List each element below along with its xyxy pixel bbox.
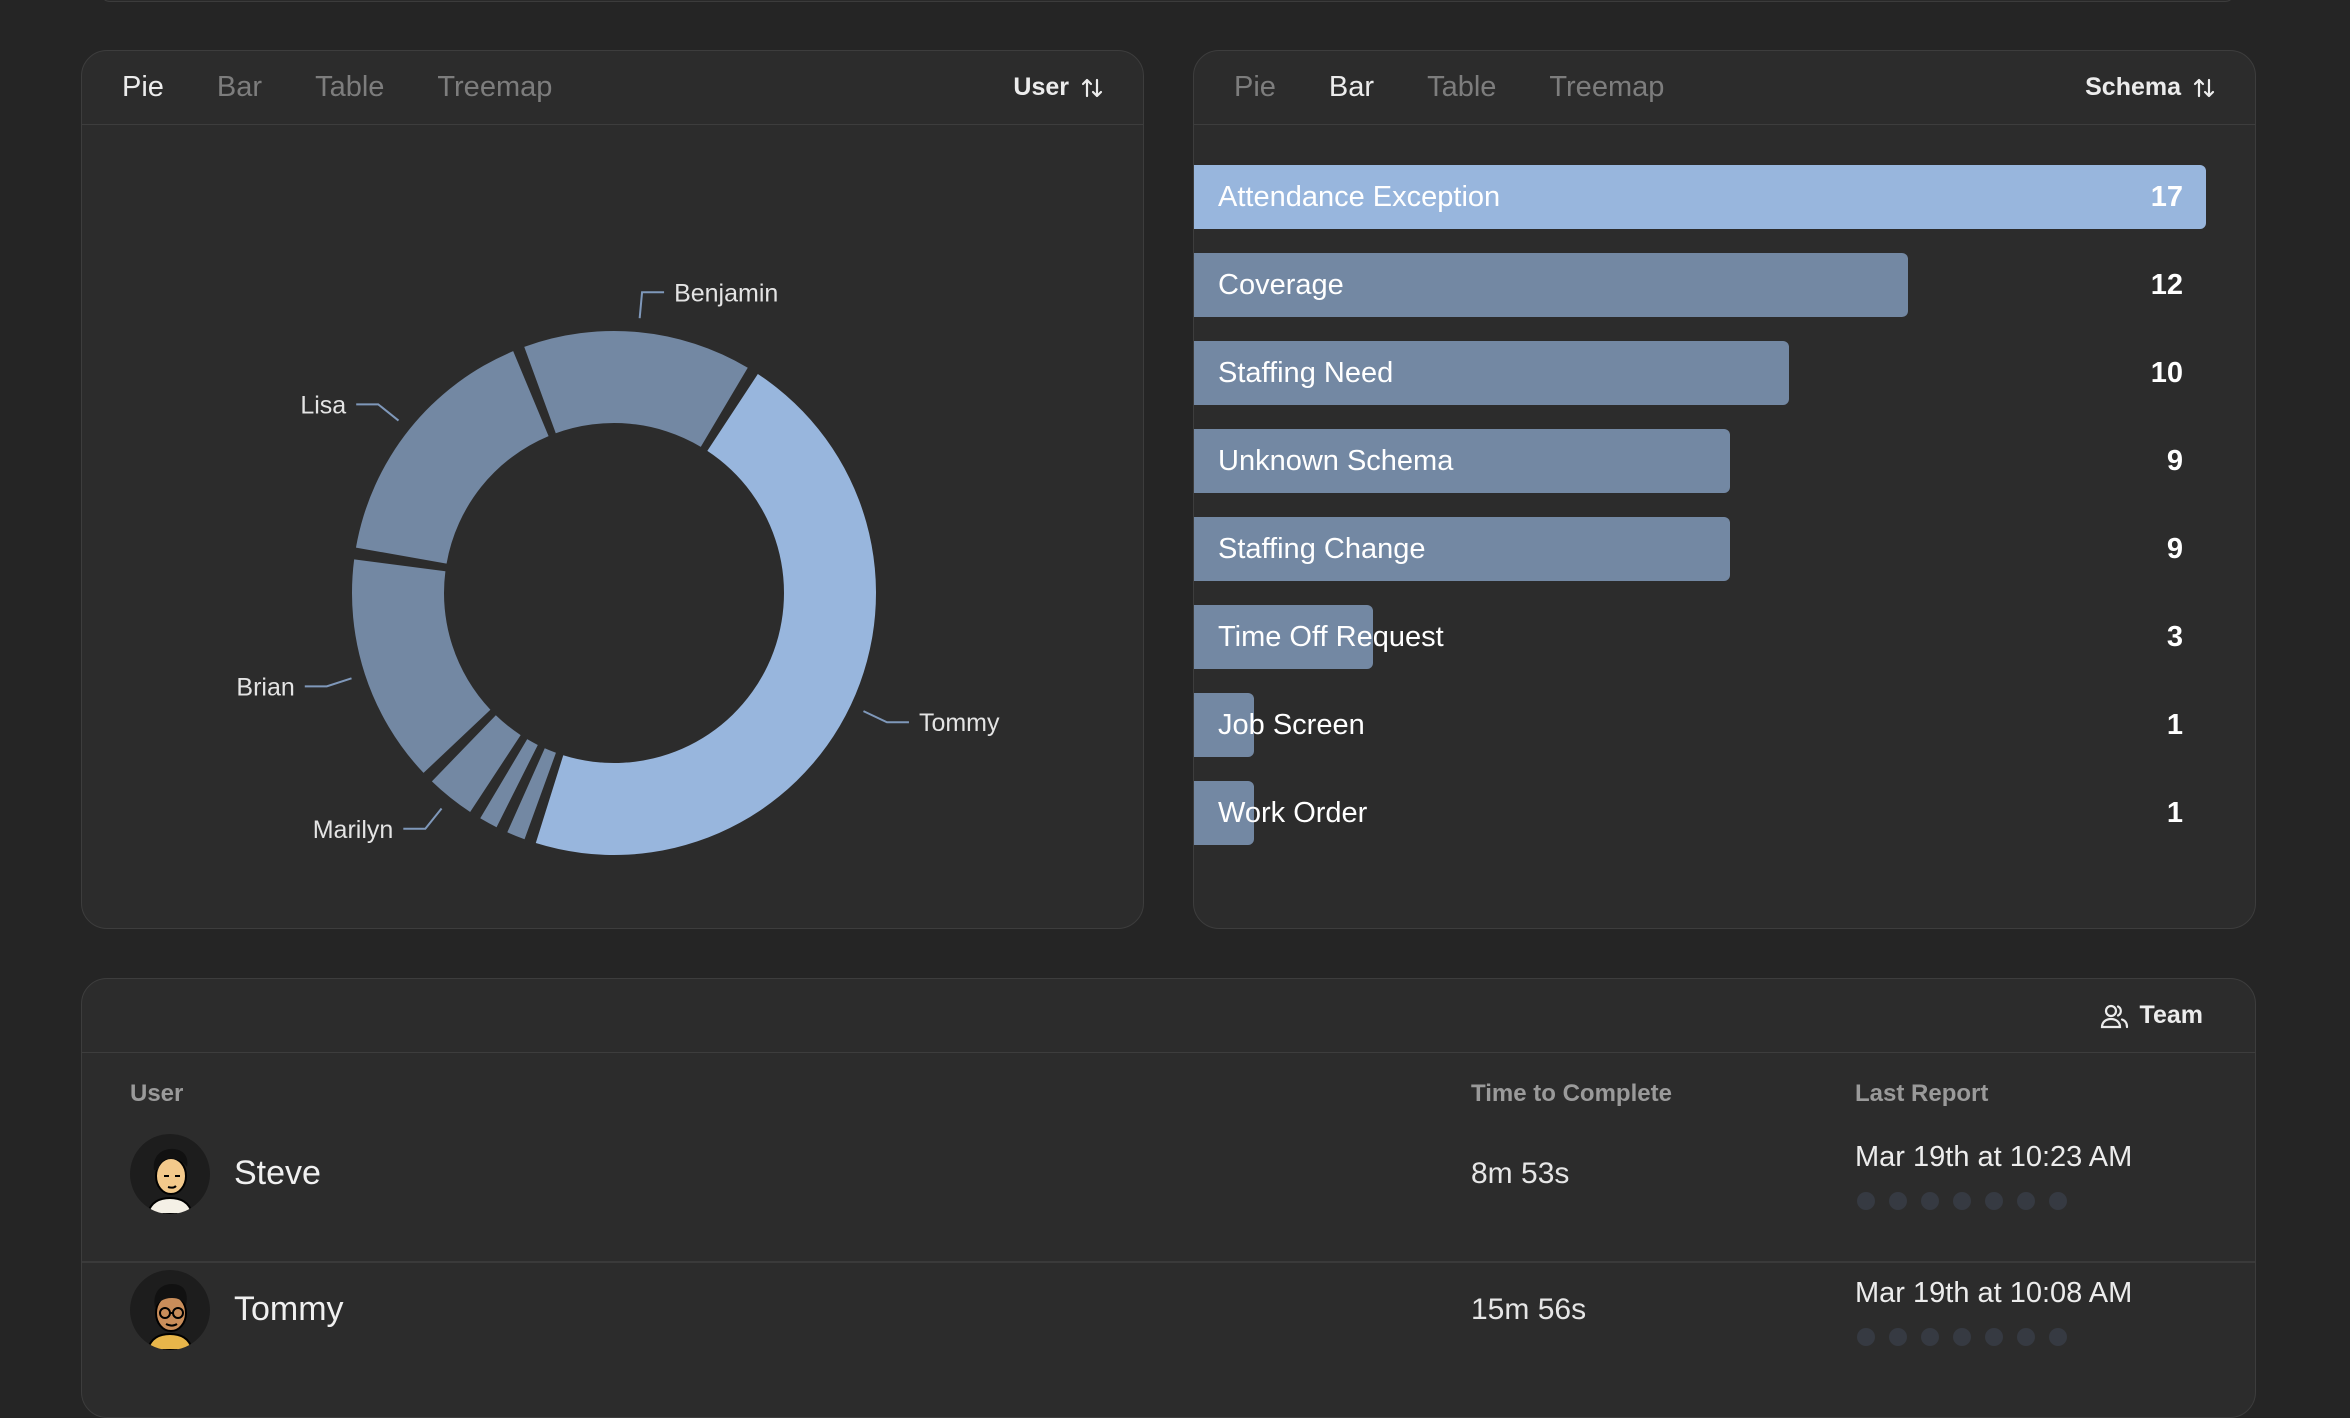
time-to-complete: 8m 53s (1471, 1157, 1570, 1190)
bar-label: Staffing Need (1218, 357, 1394, 389)
bar-row[interactable]: Time Off Request 3 (1194, 605, 2255, 669)
leader-line-tommy (863, 710, 909, 724)
donut-chart: Tommy Marilyn Brian Lisa Benjamin (236, 279, 1000, 855)
bar-fill (1194, 781, 1254, 845)
leader-line-brian (304, 677, 352, 688)
bar-value: 9 (2166, 445, 2183, 477)
team-panel-header: Team (82, 979, 2255, 1053)
sort-label: User (1013, 73, 1069, 101)
pie-slice-lisa[interactable] (355, 351, 549, 564)
previous-panel-edge (100, 0, 2235, 2)
bar-row[interactable]: Attendance Exception 17 (1194, 165, 2255, 229)
last-report: Mar 19th at 10:08 AM (1855, 1277, 2133, 1309)
team-label: Team (2139, 1001, 2203, 1029)
bar-chart-panel: Pie Bar Table Treemap Schema Attendance … (1193, 50, 2256, 929)
sort-arrows-icon (2193, 78, 2215, 97)
bar-label: Coverage (1218, 269, 1344, 301)
user-name: Steve (234, 1154, 321, 1192)
pie-slice-brian[interactable] (351, 559, 491, 773)
bar-row[interactable]: Coverage 12 (1194, 253, 2255, 317)
bar-value: 10 (2150, 357, 2183, 389)
bar-fill (1194, 517, 1730, 581)
sort-arrows-icon (1081, 78, 1103, 97)
avatar (130, 1270, 210, 1350)
bar-value: 1 (2166, 709, 2183, 741)
leader-line-marilyn (403, 807, 443, 830)
bar-fill (1194, 693, 1254, 757)
table-row[interactable]: Tommy 15m 56s Mar 19th at 10:08 AM (82, 1262, 2255, 1392)
bar-fill (1194, 165, 2206, 229)
bar-value: 9 (2166, 533, 2183, 565)
column-header-time-to-complete[interactable]: Time to Complete (1471, 1080, 1672, 1107)
tab-table[interactable]: Table (315, 71, 385, 103)
leader-line-lisa (356, 403, 400, 422)
report-activity-dots (1857, 1192, 2081, 1210)
column-header-user[interactable]: User (130, 1080, 184, 1107)
sort-label: Schema (2085, 73, 2181, 101)
avatar (130, 1134, 210, 1214)
column-header-last-report[interactable]: Last Report (1855, 1080, 1989, 1107)
row-divider (82, 1261, 2255, 1263)
tab-bar[interactable]: Bar (1328, 71, 1375, 103)
tab-pie[interactable]: Pie (122, 71, 164, 103)
bar-label: Work Order (1218, 797, 1368, 829)
bar-value: 1 (2166, 797, 2183, 829)
last-report: Mar 19th at 10:23 AM (1855, 1141, 2133, 1173)
bar-label: Attendance Exception (1218, 181, 1501, 213)
bar-label: Time Off Request (1218, 621, 1444, 653)
time-to-complete: 15m 56s (1471, 1293, 1587, 1326)
bar-row[interactable]: Unknown Schema 9 (1194, 429, 2255, 493)
pie-slice-marilyn[interactable] (431, 715, 521, 812)
bar-row[interactable]: Work Order 1 (1194, 781, 2255, 845)
pie-label-lisa: Lisa (300, 391, 346, 419)
tab-bar[interactable]: Bar (216, 71, 263, 103)
bar-fill (1194, 605, 1373, 669)
tab-pie[interactable]: Pie (1234, 71, 1276, 103)
bar-fill (1194, 341, 1790, 405)
leader-line-benjamin (638, 291, 665, 319)
pie-slice-tommy[interactable] (535, 374, 877, 855)
bar-fill (1194, 429, 1730, 493)
users-icon (2100, 1004, 2128, 1028)
pie-label-brian: Brian (236, 673, 294, 701)
bar-label: Staffing Change (1218, 533, 1426, 565)
bar-panel-header: Pie Bar Table Treemap Schema (1194, 51, 2255, 125)
pie-label-tommy: Tommy (919, 709, 1000, 737)
tab-table[interactable]: Table (1427, 71, 1497, 103)
user-name: Tommy (234, 1290, 344, 1328)
pie-chart-panel: Pie Bar Table Treemap User Tommy Marilyn B… (81, 50, 1144, 929)
report-activity-dots (1857, 1328, 2081, 1346)
team-table-panel: Team User Time to Complete Last Report S… (81, 978, 2256, 1418)
bar-row[interactable]: Job Screen 1 (1194, 693, 2255, 757)
sort-by-schema-button[interactable]: Schema (2085, 73, 2215, 102)
sort-by-user-button[interactable]: User (1013, 73, 1103, 102)
bar-value: 17 (2150, 181, 2183, 213)
tab-treemap[interactable]: Treemap (1549, 71, 1665, 103)
bar-value: 12 (2150, 269, 2183, 301)
pie-label-benjamin: Benjamin (674, 279, 778, 307)
pie-slice-unlabeled-1[interactable] (507, 748, 556, 840)
bar-row[interactable]: Staffing Change 9 (1194, 517, 2255, 581)
pie-panel-header: Pie Bar Table Treemap User (82, 51, 1143, 125)
table-row[interactable]: Steve 8m 53s Mar 19th at 10:23 AM (82, 1109, 2255, 1239)
bar-value: 3 (2166, 621, 2183, 653)
bar-label: Unknown Schema (1218, 445, 1454, 477)
pie-label-marilyn: Marilyn (313, 816, 394, 844)
bar-row[interactable]: Staffing Need 10 (1194, 341, 2255, 405)
bar-label: Job Screen (1218, 709, 1365, 741)
tab-treemap[interactable]: Treemap (437, 71, 553, 103)
bar-fill (1194, 253, 1909, 317)
pie-slice-benjamin[interactable] (524, 331, 748, 447)
team-button[interactable]: Team (2100, 1001, 2203, 1030)
pie-slice-unlabeled-2[interactable] (480, 739, 538, 828)
